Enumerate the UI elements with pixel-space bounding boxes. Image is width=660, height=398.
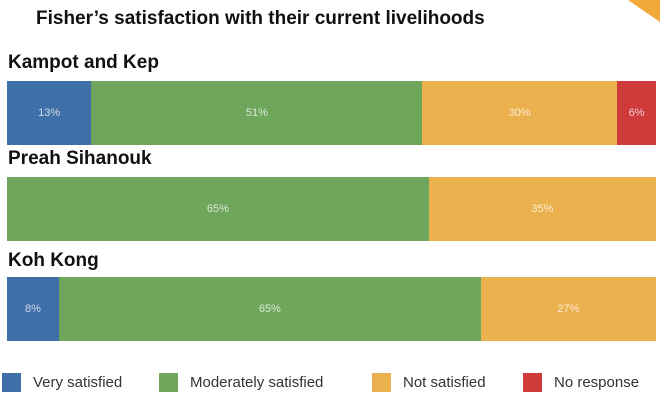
legend-swatch-3 xyxy=(523,373,542,392)
region-label-0: Kampot and Kep xyxy=(8,52,159,73)
legend-label-3: No response xyxy=(554,374,640,391)
legend-item-3: No response xyxy=(523,373,639,392)
data-label-0-0: 13% xyxy=(38,107,61,119)
bar-segment-0-2: 30% xyxy=(422,81,618,145)
bar-row-2: 8% 65% 27% xyxy=(7,277,656,341)
legend-swatch-2 xyxy=(372,373,391,392)
bar-segment-0-0: 13% xyxy=(7,81,92,145)
corner-tab-decoration xyxy=(628,0,660,22)
bar-row-1: 65% 35% xyxy=(7,177,656,241)
bar-segment-2-0: 8% xyxy=(7,277,59,341)
chart-title: Fisher’s satisfaction with their current… xyxy=(36,8,485,29)
legend-label-0: Very satisfied xyxy=(33,374,123,391)
region-label-2: Koh Kong xyxy=(8,250,99,271)
data-label-0-1: 51% xyxy=(245,107,268,119)
data-label-1-2: 35% xyxy=(531,203,554,215)
bar-segment-2-1: 65% xyxy=(58,277,481,341)
legend-item-2: Not satisfied xyxy=(372,373,486,392)
data-label-0-2: 30% xyxy=(508,107,531,119)
bar-segment-2-2: 27% xyxy=(480,277,656,341)
legend-item-1: Moderately satisfied xyxy=(159,373,323,392)
chart-legend: Very satisfied Moderately satisfied Not sa… xyxy=(0,373,660,395)
data-label-0-3: 6% xyxy=(628,107,645,119)
legend-swatch-0 xyxy=(2,373,21,392)
legend-item-0: Very satisfied xyxy=(2,373,122,392)
bar-segment-0-3: 6% xyxy=(617,81,656,145)
bar-segment-1-1: 65% xyxy=(7,177,429,241)
data-label-2-0: 8% xyxy=(25,303,41,315)
legend-label-1: Moderately satisfied xyxy=(190,374,324,391)
legend-label-2: Not satisfied xyxy=(403,374,486,391)
data-label-2-1: 65% xyxy=(258,303,281,315)
legend-swatch-1 xyxy=(159,373,178,392)
data-label-1-1: 65% xyxy=(206,203,229,215)
bar-segment-1-2: 35% xyxy=(428,177,656,241)
bar-segment-0-1: 51% xyxy=(91,81,423,145)
region-label-1: Preah Sihanouk xyxy=(8,148,152,169)
bar-row-0: 13% 51% 30% 6% xyxy=(7,81,656,145)
data-label-2-2: 27% xyxy=(557,303,580,315)
